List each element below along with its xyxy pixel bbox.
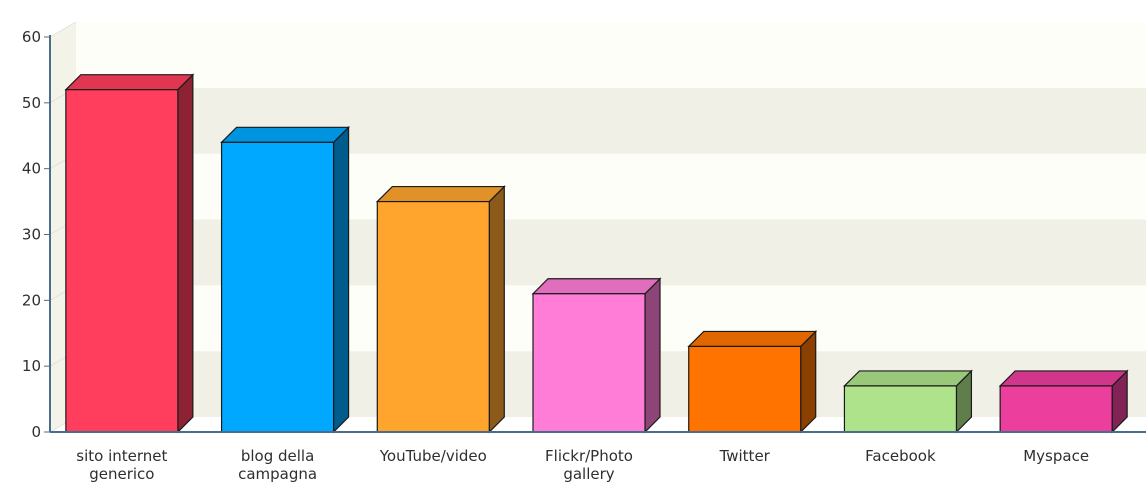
x-axis: sito internet generico blog della campagna Y… (50, 431, 1146, 483)
bar-front (688, 345, 802, 433)
bar-top (531, 278, 662, 295)
bar-front (843, 385, 958, 433)
bar-side (332, 125, 350, 434)
x-tick-label: Myspace (1023, 447, 1089, 465)
bar-top (687, 330, 818, 348)
x-tick-label: sito internet generico (76, 447, 167, 483)
bar-front (65, 89, 179, 433)
bar (998, 369, 1129, 434)
x-tick-label: Twitter (719, 447, 771, 465)
y-tick-label: 60 (22, 28, 41, 46)
y-tick-label: 0 (31, 423, 41, 441)
y-tick-label: 30 (22, 226, 41, 244)
bar (375, 185, 506, 434)
bar-front (999, 385, 1113, 433)
side-grid-line (49, 21, 77, 38)
bar-side (800, 329, 817, 434)
grid-band (76, 22, 1146, 88)
bar-top (998, 370, 1129, 387)
bars (64, 73, 1129, 434)
bar-top (375, 185, 506, 203)
x-tick-label: YouTube/video (379, 447, 487, 465)
bar-side (644, 277, 661, 434)
y-tick-label: 40 (22, 160, 41, 178)
x-tick-label: Flickr/Photo gallery (545, 447, 633, 483)
bar-side (177, 73, 194, 434)
y-tick-label: 50 (22, 94, 41, 112)
bar (220, 125, 351, 434)
bar-side (488, 185, 505, 434)
y-tick-label: 10 (22, 357, 41, 375)
bar-front (220, 141, 335, 433)
x-tick-label: blog della campagna (238, 447, 317, 483)
y-axis: 0 10 20 30 40 50 60 (22, 28, 51, 441)
bar (842, 369, 973, 434)
bar-top (64, 74, 195, 91)
bar-front (376, 200, 490, 433)
bar-top (842, 370, 973, 387)
x-tick-label: Facebook (865, 447, 936, 465)
bar (531, 277, 662, 434)
bar (687, 329, 818, 434)
bar-top (220, 126, 351, 143)
y-tick-label: 20 (22, 291, 41, 309)
bar-front (532, 293, 646, 433)
bar (64, 73, 195, 434)
